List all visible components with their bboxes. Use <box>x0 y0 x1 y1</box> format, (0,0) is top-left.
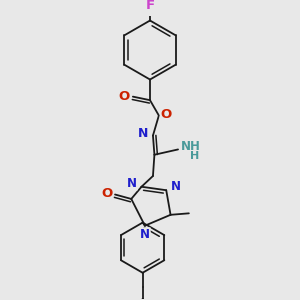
Text: O: O <box>101 188 112 200</box>
Text: N: N <box>127 177 137 190</box>
Text: H: H <box>190 151 199 161</box>
Text: O: O <box>160 108 172 122</box>
Text: N: N <box>171 180 181 193</box>
Text: N: N <box>140 228 150 241</box>
Text: O: O <box>118 89 130 103</box>
Text: F: F <box>146 0 154 12</box>
Text: N: N <box>138 127 148 140</box>
Text: NH: NH <box>181 140 200 153</box>
